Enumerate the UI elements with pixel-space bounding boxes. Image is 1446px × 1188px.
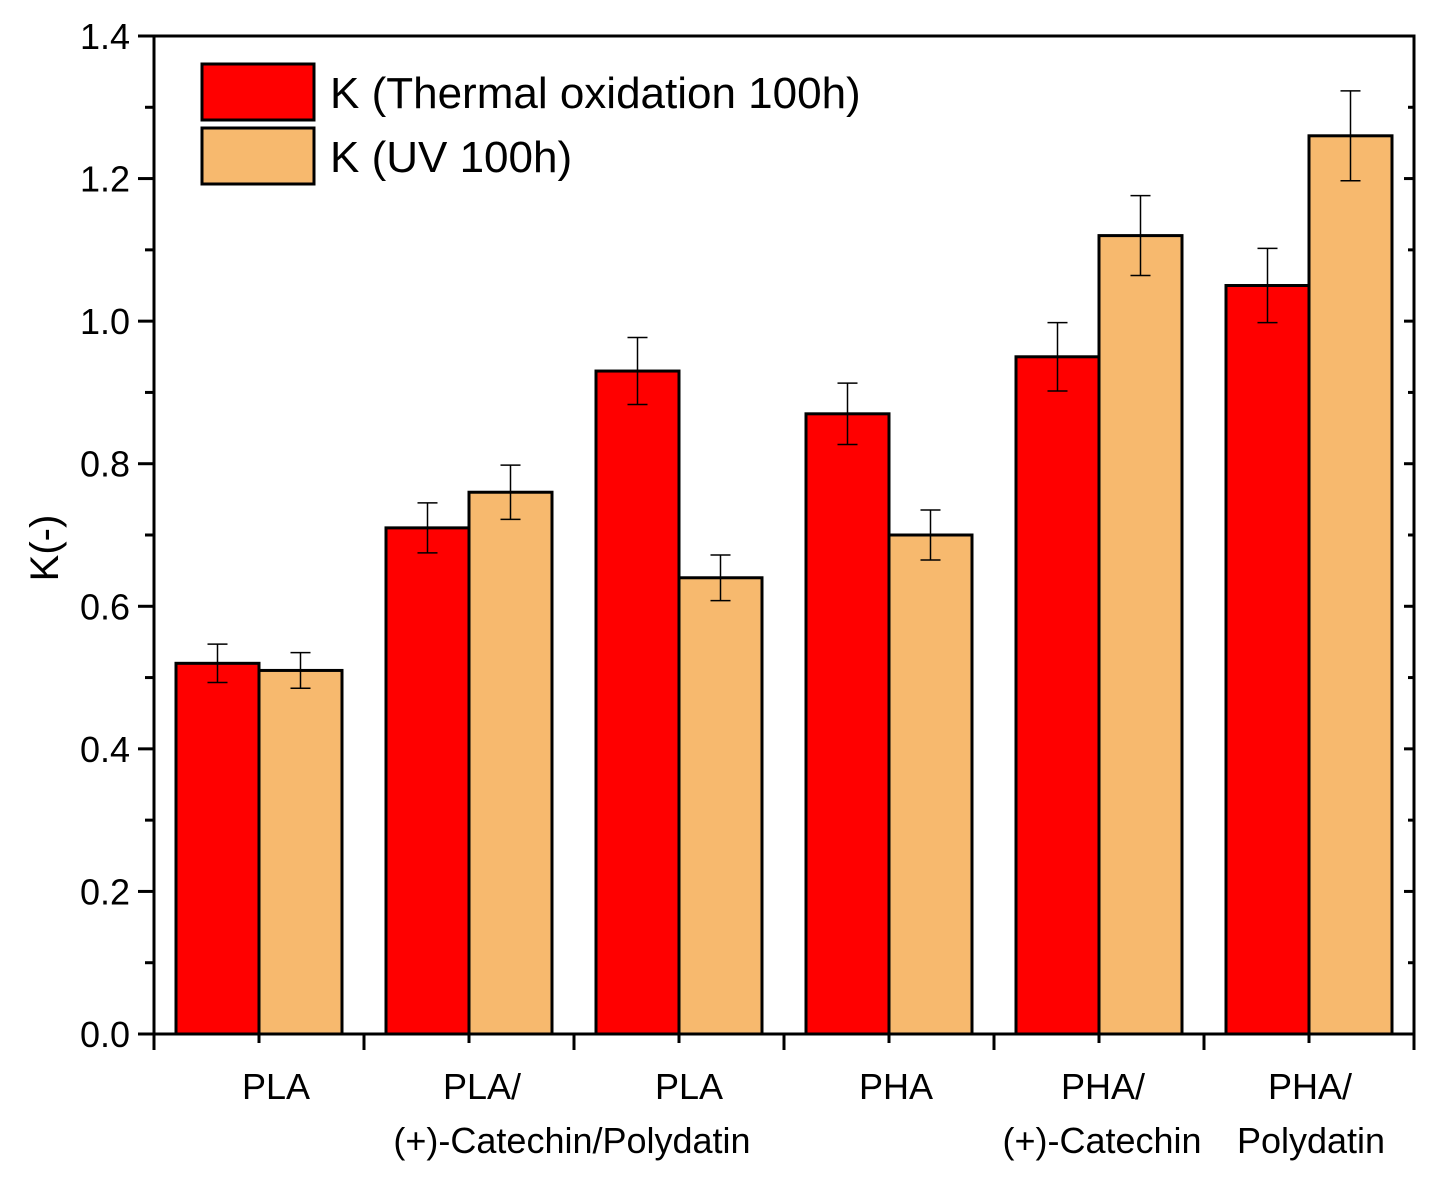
bar-k-uv-100h-2 [677,576,764,1036]
errorbar-k-uv-100h-3 [920,509,941,561]
bar-k-thermal-oxidation-100h-3 [804,412,891,1036]
errorbar-k-uv-100h-4 [1130,194,1151,277]
y-tick-label: 0.4 [80,729,130,770]
errorbar-k-thermal-oxidation-100h-4 [1047,321,1068,392]
y-tick-label: 0.6 [80,586,130,627]
bars-layer [174,134,1394,1036]
category-label-pla-catechin: PLA/ [443,1066,521,1107]
y-tick-label: 0.2 [80,871,130,912]
y-tick-label: 1.2 [80,159,130,200]
bar-k-thermal-oxidation-100h-4 [1014,355,1101,1036]
category-label-pha: PHA [859,1066,933,1107]
errorbar-k-uv-100h-2 [710,554,731,602]
y-tick-label: 1.4 [80,16,130,57]
bar-k-thermal-oxidation-100h-0 [174,661,261,1036]
legend-label-uv: K (UV 100h) [330,133,572,182]
bar-k-thermal-oxidation-100h-5 [1224,284,1311,1036]
y-tick-label: 0.0 [80,1014,130,1055]
legend-label-thermal: K (Thermal oxidation 100h) [330,69,861,118]
legend-swatch-uv [200,126,316,186]
errorbar-k-thermal-oxidation-100h-0 [207,643,228,684]
bar-k-uv-100h-5 [1307,134,1394,1036]
bar-k-uv-100h-3 [887,533,974,1036]
category-sublabel-pha-polydatin: Polydatin [1237,1120,1385,1161]
y-axis: 0.0 0.2 0.4 0.6 0.8 1.0 1.2 1.4 [80,16,1414,1055]
category-label-pha-polydatin: PHA/ [1268,1066,1352,1107]
category-label-pla: PLA [242,1066,310,1107]
bar-k-uv-100h-1 [467,490,554,1036]
category-label-pla-polydatin: PLA [655,1066,723,1107]
errorbar-k-uv-100h-1 [500,464,521,521]
errorbar-k-thermal-oxidation-100h-5 [1257,247,1278,324]
legend: K (Thermal oxidation 100h) K (UV 100h) [200,62,861,186]
bar-k-thermal-oxidation-100h-1 [384,526,471,1036]
errorbars-layer [207,90,1361,690]
category-sublabel-pla-catechin-polydatin: (+)-Catechin/Polydatin [393,1120,750,1161]
errorbar-k-uv-100h-0 [290,651,311,690]
y-tick-label: 1.0 [80,301,130,342]
legend-swatch-thermal [200,62,316,122]
errorbar-k-thermal-oxidation-100h-3 [837,382,858,446]
bar-k-uv-100h-4 [1097,234,1184,1036]
y-axis-title: K(-) [23,515,67,582]
errorbar-k-uv-100h-5 [1340,90,1361,182]
category-label-pha-catechin: PHA/ [1061,1066,1145,1107]
errorbar-k-thermal-oxidation-100h-2 [627,336,648,406]
errorbar-k-thermal-oxidation-100h-1 [417,502,438,554]
category-labels: PLA PLA/ PLA PHA PHA/ PHA/ (+)-Catechin/… [242,1066,1385,1161]
y-tick-label: 0.8 [80,444,130,485]
category-sublabel-pha-catechin: (+)-Catechin [1002,1120,1201,1161]
bar-k-thermal-oxidation-100h-2 [594,369,681,1036]
x-axis [152,1034,1416,1050]
bar-k-uv-100h-0 [257,668,344,1036]
